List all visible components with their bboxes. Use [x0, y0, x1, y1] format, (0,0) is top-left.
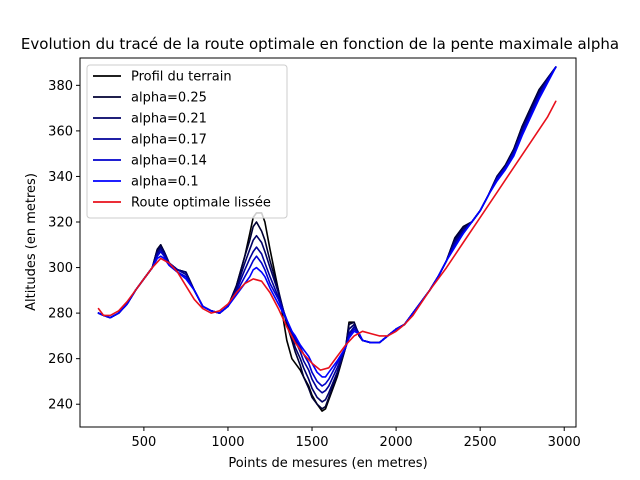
y-tick-label: 340 — [48, 170, 73, 185]
series-line-6 — [97, 100, 557, 371]
x-tick-label: 2500 — [464, 435, 497, 450]
x-tick-label: 2000 — [380, 435, 413, 450]
legend-label: alpha=0.14 — [131, 154, 207, 169]
y-tick-label: 260 — [48, 352, 73, 367]
legend-items: Profil du terrain alpha=0.25 alpha=0.21 alp… — [93, 70, 271, 211]
x-tick-label: 1500 — [295, 435, 328, 450]
chart-title: Evolution du tracé de la route optimale … — [21, 35, 619, 53]
x-tick-label: 3000 — [548, 435, 581, 450]
x-tick-label: 500 — [131, 435, 156, 450]
y-tick-label: 240 — [48, 398, 73, 413]
y-tick-label: 280 — [48, 307, 73, 322]
series-line-5 — [97, 66, 557, 378]
x-tick-label: 1000 — [211, 435, 244, 450]
y-tick-label: 300 — [48, 261, 73, 276]
legend-box — [86, 64, 288, 219]
y-tick-label: 360 — [48, 124, 73, 139]
legend-label: Profil du terrain — [131, 70, 232, 85]
legend-label: alpha=0.21 — [131, 112, 207, 127]
x-axis-label: Points de mesures (en metres) — [228, 456, 427, 471]
y-tick-label: 320 — [48, 216, 73, 231]
plot-frame — [79, 57, 577, 428]
legend-label: Route optimale lissée — [131, 196, 271, 211]
legend-label: alpha=0.17 — [131, 133, 207, 148]
series-layer — [97, 66, 557, 412]
y-tick-label: 380 — [48, 79, 73, 94]
legend-label: alpha=0.25 — [131, 91, 207, 106]
legend-label: alpha=0.1 — [131, 175, 199, 190]
axis-ticks: 500 1000 1500 2000 2500 3000 240 260 280 300 320 34… — [48, 79, 581, 450]
legend: Profil du terrain alpha=0.25 alpha=0.21 alp… — [86, 64, 288, 219]
y-axis-label: Altitudes (en metres) — [24, 173, 39, 311]
